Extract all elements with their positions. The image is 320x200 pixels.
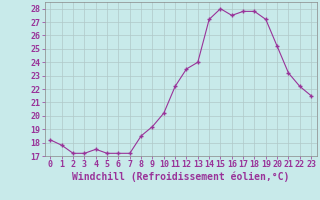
X-axis label: Windchill (Refroidissement éolien,°C): Windchill (Refroidissement éolien,°C) [72, 172, 290, 182]
